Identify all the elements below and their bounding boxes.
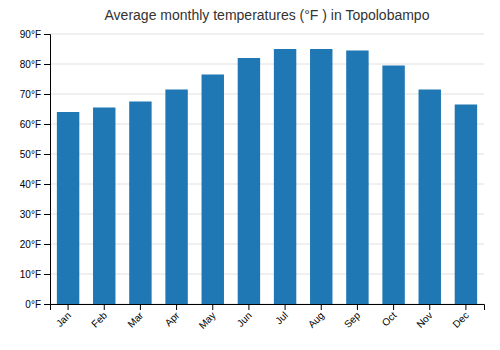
x-tick-mark bbox=[321, 304, 322, 310]
y-tick-label: 10°F bbox=[20, 269, 41, 280]
x-tick-label: Jul bbox=[273, 310, 290, 327]
plot: 0°F 10°F 20°F 30°F 40°F 50°F 60°F 70°F 80°F 90°F J… bbox=[20, 29, 485, 331]
bar bbox=[202, 75, 224, 305]
x-tick-mark bbox=[176, 304, 177, 310]
x-tick-label: Jun bbox=[235, 310, 254, 329]
bars bbox=[57, 49, 477, 304]
y-tick-mark bbox=[44, 34, 50, 35]
x-tick-mark bbox=[393, 304, 394, 310]
x-tick: Jul bbox=[273, 304, 290, 326]
y-tick: 30°F bbox=[20, 209, 50, 220]
y-tick: 70°F bbox=[20, 89, 50, 100]
y-tick: 80°F bbox=[20, 59, 50, 70]
x-tick: Jan bbox=[54, 304, 73, 329]
y-axis: 0°F 10°F 20°F 30°F 40°F 50°F 60°F 70°F 80°F 90°F bbox=[20, 29, 51, 310]
title: Average monthly temperatures (°F ) in To… bbox=[105, 7, 430, 23]
y-tick: 0°F bbox=[25, 299, 50, 310]
grid-line bbox=[50, 64, 484, 65]
x-tick: Jun bbox=[235, 304, 254, 329]
x-tick-label: Aug bbox=[306, 310, 326, 330]
x-tick-label: Sep bbox=[342, 309, 363, 330]
x-tick-mark bbox=[285, 304, 286, 310]
y-tick-label: 20°F bbox=[20, 239, 41, 250]
bar bbox=[165, 90, 187, 305]
bar bbox=[274, 49, 296, 304]
x-tick-mark bbox=[465, 304, 466, 310]
x-tick: Aug bbox=[306, 304, 326, 330]
x-tick-label: Dec bbox=[451, 310, 471, 330]
chart-svg: 0°F 10°F 20°F 30°F 40°F 50°F 60°F 70°F 80°F 90°F J… bbox=[0, 0, 500, 350]
y-tick-mark bbox=[44, 274, 50, 275]
x-tick-mark bbox=[248, 304, 249, 310]
x-tick-mark bbox=[68, 304, 69, 310]
y-tick-label: 70°F bbox=[20, 89, 41, 100]
x-tick: Apr bbox=[163, 304, 182, 328]
x-tick-mark bbox=[212, 304, 213, 310]
bar bbox=[93, 108, 115, 305]
y-tick: 10°F bbox=[20, 269, 50, 280]
bar bbox=[238, 58, 260, 304]
x-axis-line bbox=[51, 305, 485, 311]
x-tick-label: May bbox=[197, 310, 218, 331]
bar bbox=[310, 49, 332, 304]
y-tick-mark bbox=[44, 214, 50, 215]
y-tick-mark bbox=[44, 154, 50, 155]
grid bbox=[50, 34, 484, 304]
y-tick-label: 60°F bbox=[20, 119, 41, 130]
bar bbox=[382, 66, 404, 305]
x-tick-mark bbox=[429, 304, 430, 310]
y-tick: 60°F bbox=[20, 119, 50, 130]
x-tick-mark bbox=[140, 304, 141, 310]
x-tick-label: Mar bbox=[125, 309, 145, 329]
y-tick-mark bbox=[44, 124, 50, 125]
bar bbox=[455, 105, 477, 305]
y-tick-label: 50°F bbox=[20, 149, 41, 160]
x-tick-label: Nov bbox=[414, 310, 434, 330]
bar bbox=[419, 90, 441, 305]
y-tick-mark bbox=[44, 244, 50, 245]
y-tick-label: 30°F bbox=[20, 209, 41, 220]
x-tick-label: Jan bbox=[54, 310, 73, 329]
x-tick-label: Oct bbox=[380, 310, 399, 329]
y-tick: 20°F bbox=[20, 239, 50, 250]
x-axis: Jan Feb Mar Apr May Jun Jul Aug Sep Oct Nov Dec bbox=[51, 304, 485, 331]
bar bbox=[129, 102, 151, 305]
y-tick-label: 40°F bbox=[20, 179, 41, 190]
x-tick: Nov bbox=[414, 304, 434, 330]
x-tick-mark bbox=[357, 304, 358, 310]
y-tick-mark bbox=[44, 184, 50, 185]
x-tick: May bbox=[197, 304, 218, 331]
x-tick-mark bbox=[104, 304, 105, 310]
y-tick-mark bbox=[44, 64, 50, 65]
x-tick: Dec bbox=[451, 304, 471, 330]
x-tick: Sep bbox=[342, 304, 363, 330]
y-tick: 50°F bbox=[20, 149, 50, 160]
y-tick-label: 80°F bbox=[20, 59, 41, 70]
chart-container: 0°F 10°F 20°F 30°F 40°F 50°F 60°F 70°F 80°F 90°F J… bbox=[0, 0, 500, 350]
x-tick-label: Feb bbox=[89, 309, 109, 329]
bar bbox=[346, 51, 368, 305]
y-tick: 40°F bbox=[20, 179, 50, 190]
x-tick-label: Apr bbox=[163, 309, 182, 328]
grid-line bbox=[50, 34, 484, 35]
y-tick: 90°F bbox=[20, 29, 50, 40]
x-tick: Oct bbox=[380, 304, 399, 328]
y-tick-label: 0°F bbox=[25, 299, 41, 310]
x-tick: Mar bbox=[125, 304, 145, 330]
x-tick: Feb bbox=[89, 304, 109, 330]
y-tick-label: 90°F bbox=[20, 29, 41, 40]
bar bbox=[57, 112, 79, 304]
y-axis-line bbox=[44, 35, 51, 305]
y-tick-mark bbox=[44, 94, 50, 95]
y-tick-mark bbox=[44, 304, 50, 305]
